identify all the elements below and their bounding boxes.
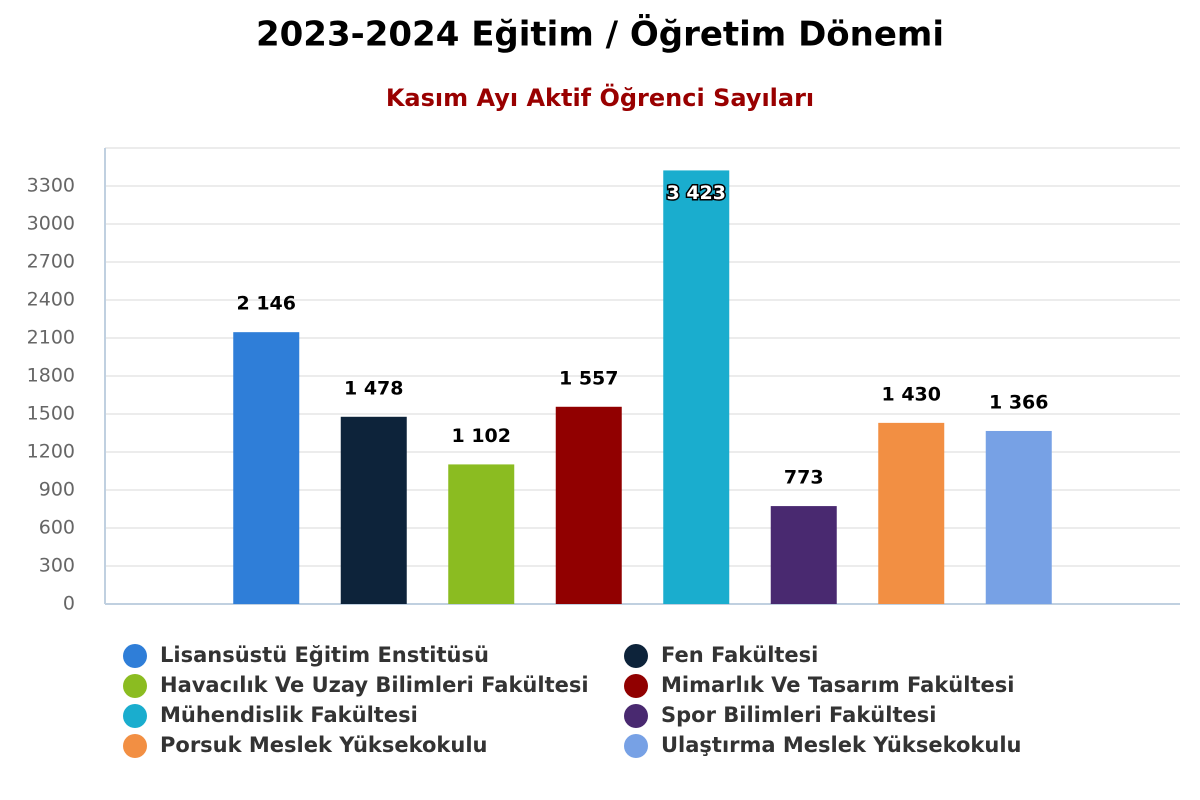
value-label: 1 557	[559, 367, 619, 389]
legend-marker	[123, 734, 147, 758]
legend-marker	[123, 644, 147, 668]
legend-marker	[624, 704, 648, 728]
y-tick-label: 900	[39, 479, 75, 501]
legend-label: Lisansüstü Eğitim Enstitüsü	[160, 643, 489, 667]
chart-title: 2023-2024 Eğitim / Öğretim Dönemi	[256, 14, 944, 55]
y-tick-label: 2700	[27, 251, 75, 273]
value-label: 1 102	[452, 425, 512, 447]
bar	[770, 506, 837, 604]
bar	[878, 422, 945, 604]
bar	[555, 406, 622, 604]
bar	[340, 416, 407, 604]
y-tick-label: 0	[63, 593, 75, 615]
legend-marker	[123, 704, 147, 728]
bar	[233, 332, 300, 604]
legend-marker	[624, 674, 648, 698]
chart-subtitle: Kasım Ayı Aktif Öğrenci Sayıları	[386, 82, 814, 112]
legend-label: Fen Fakültesi	[661, 643, 818, 667]
value-label: 773	[784, 467, 824, 489]
legend-label: Porsuk Meslek Yüksekokulu	[160, 733, 488, 757]
y-tick-label: 600	[39, 517, 75, 539]
legend-marker	[624, 734, 648, 758]
y-tick-label: 3000	[27, 213, 75, 235]
bar	[663, 170, 730, 605]
y-tick-label: 300	[39, 555, 75, 577]
legend-label: Spor Bilimleri Fakültesi	[661, 703, 936, 727]
legend-marker	[123, 674, 147, 698]
value-label: 1 478	[344, 377, 404, 399]
legend-label: Mühendislik Fakültesi	[160, 703, 418, 727]
bar	[985, 430, 1052, 604]
legend-label: Havacılık Ve Uzay Bilimleri Fakültesi	[160, 673, 589, 697]
y-tick-label: 1800	[27, 365, 75, 387]
legend-label: Mimarlık Ve Tasarım Fakültesi	[661, 673, 1014, 697]
y-tick-label: 3300	[27, 175, 75, 197]
value-label: 1 430	[882, 383, 942, 405]
legend-marker	[624, 644, 648, 668]
value-label: 3 423	[667, 182, 727, 204]
y-tick-label: 1200	[27, 441, 75, 463]
y-tick-label: 1500	[27, 403, 75, 425]
y-tick-label: 2400	[27, 289, 75, 311]
value-label: 2 146	[237, 293, 297, 315]
bar	[448, 464, 515, 604]
value-label: 1 366	[989, 391, 1049, 413]
y-tick-label: 2100	[27, 327, 75, 349]
legend-label: Ulaştırma Meslek Yüksekokulu	[661, 733, 1021, 757]
